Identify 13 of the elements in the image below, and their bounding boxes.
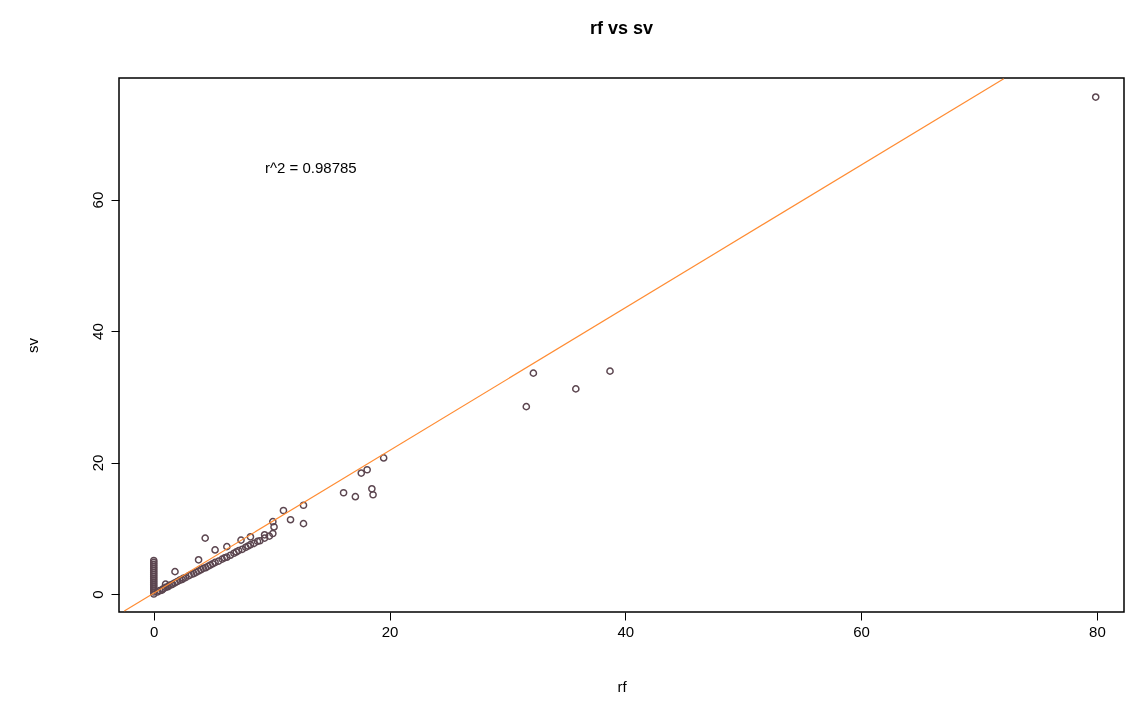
y-tick-label: 40 <box>88 323 106 340</box>
x-tick-label: 20 <box>381 622 399 640</box>
chart-title: rf vs sv <box>589 18 654 38</box>
annotation: r^2 = 0.98785 <box>265 159 357 176</box>
x-axis-title: rf <box>617 677 628 695</box>
x-tick-label: 60 <box>853 622 870 640</box>
x-tick-label: 80 <box>1089 622 1106 640</box>
y-tick-label: 0 <box>88 590 106 599</box>
x-tick-label: 0 <box>150 622 159 640</box>
y-tick-label: 60 <box>88 191 106 209</box>
y-tick-label: 20 <box>88 454 106 472</box>
y-axis-title: sv <box>23 337 41 353</box>
x-tick-label: 40 <box>617 622 635 640</box>
